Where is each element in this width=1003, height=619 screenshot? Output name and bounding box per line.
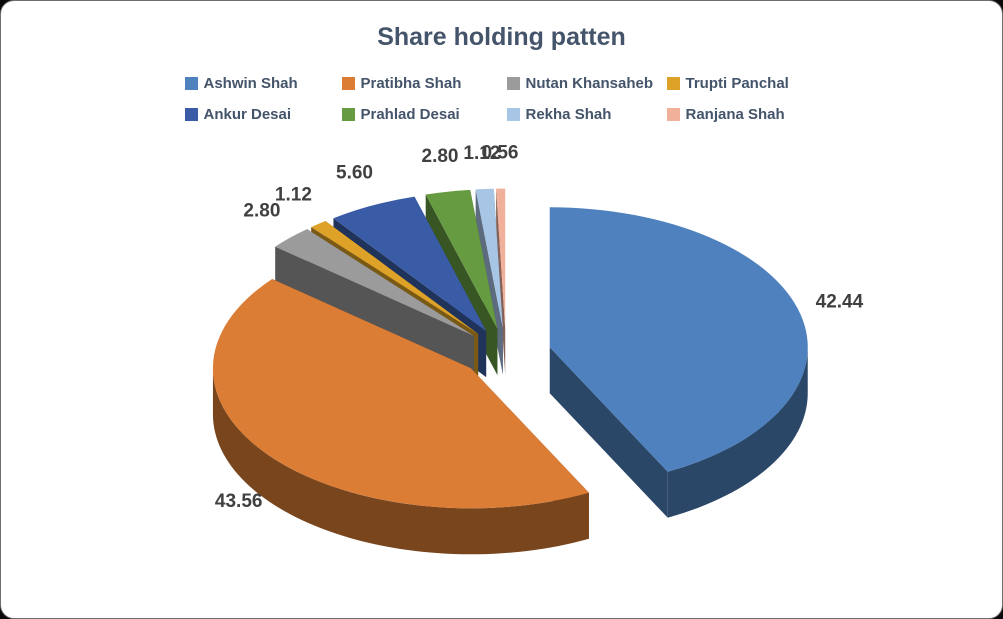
legend-swatch	[184, 108, 198, 121]
pie-slice-rim	[667, 347, 808, 518]
chart-title: Share holding patten	[377, 23, 626, 51]
legend-label: Ashwin Shah	[203, 75, 298, 92]
data-label: 1.12	[463, 143, 500, 164]
pie-slice-side	[549, 347, 668, 518]
legend-item-7: Ranjana Shah	[666, 106, 819, 123]
pie-slice	[311, 220, 479, 334]
pie-slice	[333, 196, 487, 332]
pie-slice-rim	[212, 368, 589, 555]
legend-swatch	[506, 77, 520, 90]
chart-legend: Ashwin Shah Pratibha Shah Nutan Khansaheb T…	[184, 75, 819, 123]
legend-item-3: Trupti Panchal	[666, 75, 819, 92]
data-label: 2.80	[422, 146, 459, 167]
pie-slice	[549, 207, 808, 472]
legend-swatch	[506, 108, 520, 121]
legend-label: Pratibha Shah	[360, 75, 462, 92]
legend-label: Ankur Desai	[203, 106, 292, 123]
legend-item-5: Prahlad Desai	[341, 106, 507, 123]
pie-slice	[425, 189, 498, 330]
pie-slice-side	[496, 188, 506, 375]
data-label: 0.56	[482, 143, 519, 164]
legend-swatch	[666, 77, 680, 90]
legend-item-4: Ankur Desai	[184, 106, 342, 123]
legend-item-1: Pratibha Shah	[341, 75, 507, 92]
legend-swatch	[184, 77, 198, 90]
legend-item-6: Rekha Shah	[506, 106, 667, 123]
data-label: 43.56	[215, 491, 263, 512]
legend-item-2: Nutan Khansaheb	[506, 75, 667, 92]
data-label: 2.80	[243, 200, 280, 221]
pie-slice	[212, 279, 589, 509]
legend-label: Trupti Panchal	[685, 75, 789, 92]
data-label: 5.60	[336, 163, 373, 184]
data-label: 1.12	[275, 184, 312, 205]
legend-swatch	[341, 108, 355, 121]
legend-item-0: Ashwin Shah	[184, 75, 342, 92]
legend-swatch	[666, 108, 680, 121]
legend-label: Nutan Khansaheb	[525, 75, 654, 92]
legend-label: Ranjana Shah	[685, 106, 785, 123]
legend-swatch	[341, 77, 355, 90]
legend-label: Prahlad Desai	[360, 106, 460, 123]
pie-slice	[496, 188, 506, 329]
data-label: 42.44	[816, 291, 864, 312]
legend-label: Rekha Shah	[525, 106, 612, 123]
pie-slice	[275, 229, 474, 336]
pie-slice	[475, 188, 503, 329]
